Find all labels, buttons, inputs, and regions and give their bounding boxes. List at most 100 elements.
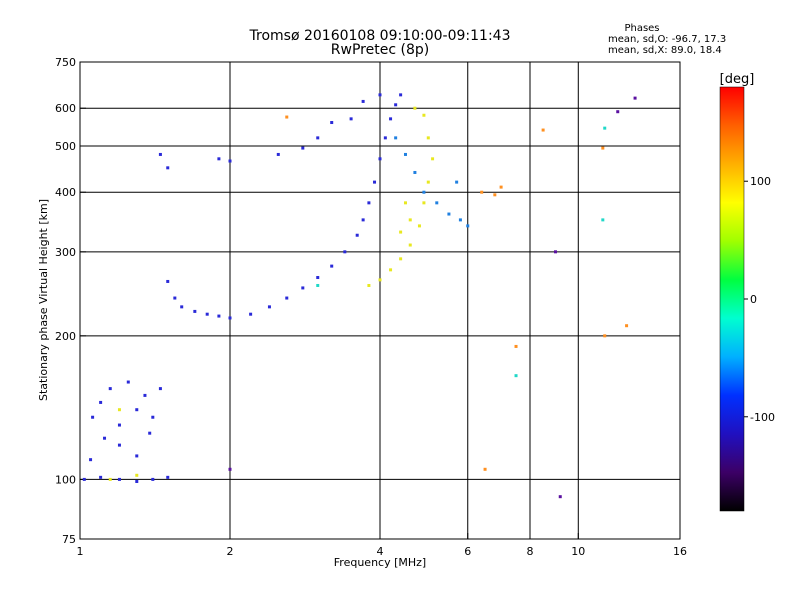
echo-point — [417, 224, 421, 228]
echo-points — [82, 93, 637, 499]
echo-point — [403, 152, 407, 156]
echo-point — [413, 106, 417, 110]
echo-point — [399, 230, 403, 234]
echo-point — [135, 473, 139, 477]
echo-point — [389, 117, 393, 121]
echo-point — [422, 201, 426, 205]
echo-point — [143, 393, 147, 397]
echo-point — [514, 374, 518, 378]
echo-point — [330, 264, 334, 268]
echo-point — [601, 146, 605, 150]
echo-point — [367, 283, 371, 287]
echo-point — [480, 190, 484, 194]
echo-point — [367, 201, 371, 205]
echo-point — [108, 477, 112, 481]
x-tick-label: 2 — [227, 545, 234, 558]
echo-point — [158, 152, 162, 156]
echo-point — [399, 257, 403, 261]
y-tick-label: 200 — [55, 330, 76, 343]
echo-point — [355, 233, 359, 237]
echo-point — [158, 387, 162, 391]
echo-point — [217, 157, 221, 161]
echo-point — [466, 224, 470, 228]
echo-point — [408, 218, 412, 222]
echo-point — [361, 99, 365, 103]
echo-point — [625, 324, 629, 328]
echo-point — [99, 400, 103, 404]
echo-point — [135, 479, 139, 483]
echo-point — [193, 309, 197, 313]
colorbar-tick-label: 100 — [750, 175, 771, 188]
phase-stats-heading: Phases — [624, 23, 659, 34]
echo-point — [389, 268, 393, 272]
echo-point — [117, 408, 121, 412]
echo-point — [378, 278, 382, 282]
phase-stats-x: mean, sd,X: 89.0, 18.4 — [608, 45, 722, 56]
echo-point — [89, 458, 93, 462]
colorbar — [719, 86, 745, 512]
echo-point — [422, 113, 426, 117]
echo-point — [151, 477, 155, 481]
x-tick-label: 1 — [77, 545, 84, 558]
echo-point — [126, 380, 130, 384]
echo-point — [108, 387, 112, 391]
echo-point — [217, 314, 221, 318]
chart-title: Tromsø 20160108 09:10:00-09:11:43 — [249, 28, 511, 44]
echo-point — [151, 415, 155, 419]
y-tick-label: 75 — [62, 533, 76, 546]
echo-point — [447, 212, 451, 216]
echo-point — [399, 93, 403, 97]
echo-point — [455, 180, 459, 184]
echo-point — [173, 296, 177, 300]
y-tick-label: 100 — [55, 473, 76, 486]
echo-point — [603, 334, 607, 338]
echo-point — [180, 305, 184, 309]
echo-point — [349, 117, 353, 121]
echo-point — [343, 250, 347, 254]
x-tick-label: 16 — [673, 545, 687, 558]
y-axis-ticks: 75 100 200 300 400 500 600 750 — [55, 56, 86, 546]
echo-point — [493, 193, 497, 197]
echo-point — [103, 436, 107, 440]
y-tick-label: 600 — [55, 102, 76, 115]
y-tick-label: 400 — [55, 186, 76, 199]
colorbar-tick-label: 0 — [750, 293, 757, 306]
echo-point — [117, 443, 121, 447]
echo-point — [422, 190, 426, 194]
echo-point — [514, 344, 518, 348]
echo-point — [394, 103, 398, 107]
grid-lines — [80, 62, 680, 539]
echo-point — [378, 93, 382, 97]
echo-point — [301, 286, 305, 290]
echo-point — [249, 312, 253, 316]
echo-point — [330, 121, 334, 125]
x-tick-label: 6 — [464, 545, 471, 558]
echo-point — [458, 218, 462, 222]
echo-point — [228, 467, 232, 471]
echo-point — [166, 475, 170, 479]
echo-point — [553, 250, 557, 254]
echo-point — [285, 115, 289, 119]
echo-point — [228, 316, 232, 320]
echo-point — [499, 185, 503, 189]
echo-point — [431, 157, 435, 161]
echo-point — [413, 170, 417, 174]
echo-point — [403, 201, 407, 205]
colorbar-ticks: 100 0 -100 — [744, 175, 775, 424]
y-tick-label: 500 — [55, 140, 76, 153]
echo-point — [616, 110, 620, 114]
echo-point — [426, 136, 430, 140]
echo-point — [91, 415, 95, 419]
echo-point — [394, 136, 398, 140]
echo-point — [483, 467, 487, 471]
echo-point — [408, 243, 412, 247]
echo-point — [228, 159, 232, 163]
echo-point — [378, 157, 382, 161]
echo-point — [603, 126, 607, 130]
colorbar-label: [deg] — [720, 72, 755, 87]
echo-point — [276, 152, 280, 156]
colorbar-tick-label: -100 — [750, 411, 775, 424]
echo-point — [316, 276, 320, 280]
echo-point — [558, 495, 562, 499]
